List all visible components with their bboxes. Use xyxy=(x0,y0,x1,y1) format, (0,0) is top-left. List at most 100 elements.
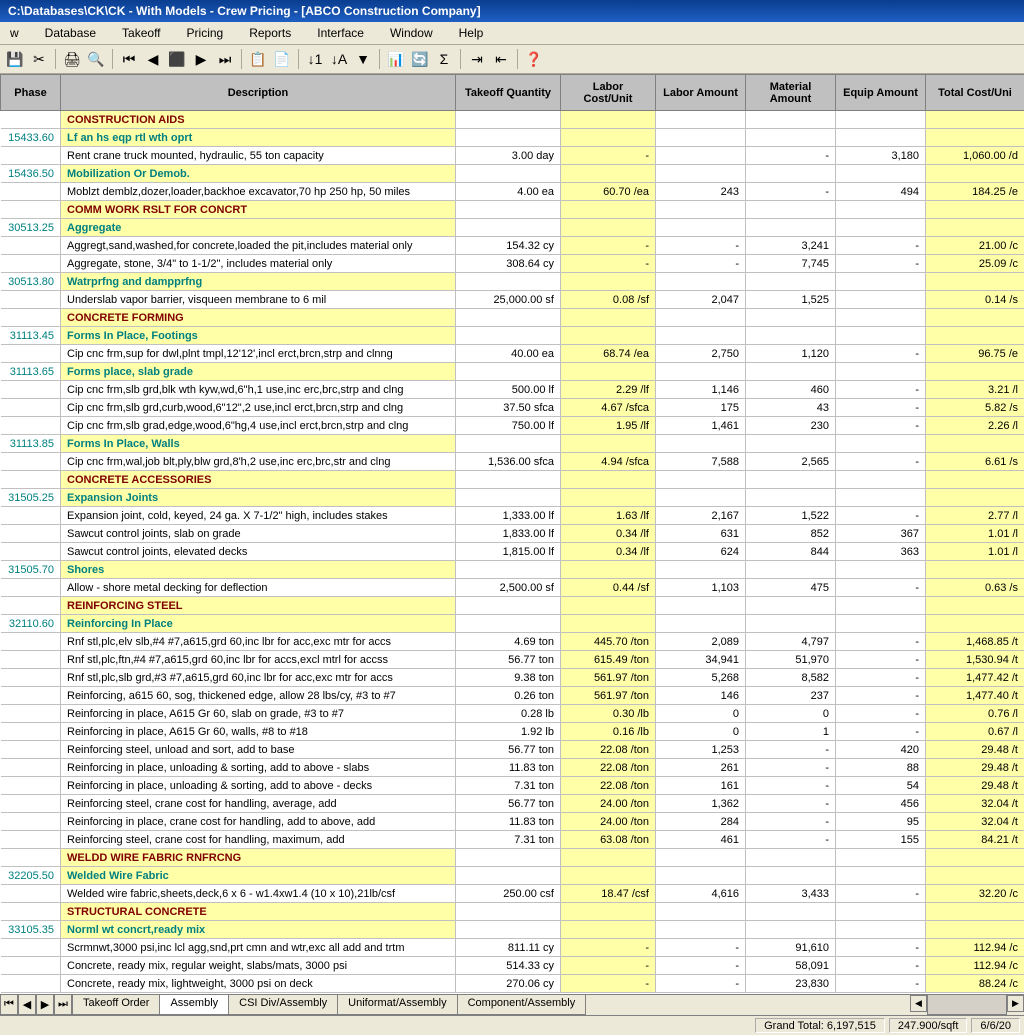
filter-icon[interactable]: ▼ xyxy=(352,48,374,70)
table-row[interactable]: Sawcut control joints, slab on grade1,83… xyxy=(1,525,1024,543)
table-row[interactable]: Welded wire fabric,sheets,deck,6 x 6 - w… xyxy=(1,885,1024,903)
table-row[interactable]: Aggregt,sand,washed,for concrete,loaded … xyxy=(1,237,1024,255)
prev-icon[interactable]: ◀ xyxy=(142,48,164,70)
title-bar: C:\Databases\CK\CK - With Models - Crew … xyxy=(0,0,1024,22)
tab-first-icon[interactable]: ⏮ xyxy=(0,995,18,1015)
tab-next-icon[interactable]: ▶ xyxy=(36,995,54,1015)
tab-csi-div[interactable]: CSI Div/Assembly xyxy=(228,995,338,1015)
table-row[interactable]: Reinforcing in place, unloading & sortin… xyxy=(1,759,1024,777)
outdent-icon[interactable]: ⇤ xyxy=(490,48,512,70)
menu-help[interactable]: Help xyxy=(453,24,490,42)
hscroll-left-icon[interactable]: ◀ xyxy=(910,995,927,1012)
col-takeoff-qty[interactable]: Takeoff Quantity xyxy=(456,75,561,111)
cut-icon[interactable]: ✂ xyxy=(28,48,50,70)
table-row[interactable]: CONSTRUCTION AIDS xyxy=(1,111,1024,129)
menu-interface[interactable]: Interface xyxy=(311,24,370,42)
table-row[interactable]: WELDD WIRE FABRIC RNFRCNG xyxy=(1,849,1024,867)
tab-prev-icon[interactable]: ◀ xyxy=(18,995,36,1015)
col-equip-amt[interactable]: Equip Amount xyxy=(836,75,926,111)
copy-icon[interactable]: 📋 xyxy=(247,48,269,70)
menu-takeoff[interactable]: Takeoff xyxy=(116,24,166,42)
table-row[interactable]: Sawcut control joints, elevated decks1,8… xyxy=(1,543,1024,561)
table-row[interactable]: Scrmnwt,3000 psi,inc lcl agg,snd,prt cmn… xyxy=(1,939,1024,957)
table-row[interactable]: Underslab vapor barrier, visqueen membra… xyxy=(1,291,1024,309)
table-row[interactable]: STRUCTURAL CONCRETE xyxy=(1,903,1024,921)
hscroll-right-icon[interactable]: ▶ xyxy=(1007,995,1024,1012)
tab-takeoff-order[interactable]: Takeoff Order xyxy=(72,995,160,1015)
table-row[interactable]: Reinforcing steel, unload and sort, add … xyxy=(1,741,1024,759)
col-description[interactable]: Description xyxy=(61,75,456,111)
table-row[interactable]: 31505.70Shores xyxy=(1,561,1024,579)
table-row[interactable]: CONCRETE ACCESSORIES xyxy=(1,471,1024,489)
table-row[interactable]: 15433.60Lf an hs eqp rtl wth oprt xyxy=(1,129,1024,147)
table-row[interactable]: COMM WORK RSLT FOR CONCRT xyxy=(1,201,1024,219)
menu-reports[interactable]: Reports xyxy=(243,24,297,42)
table-row[interactable]: Rnf stl,plc,slb grd,#3 #7,a615,grd 60,in… xyxy=(1,669,1024,687)
col-total-cost[interactable]: Total Cost/Uni xyxy=(926,75,1024,111)
paste-icon[interactable]: 📄 xyxy=(271,48,293,70)
next-icon[interactable]: ▶ xyxy=(190,48,212,70)
table-row[interactable]: Moblzt demblz,dozer,loader,backhoe excav… xyxy=(1,183,1024,201)
table-row[interactable]: Reinforcing steel, crane cost for handli… xyxy=(1,795,1024,813)
table-row[interactable]: Rnf stl,plc,elv slb,#4 #7,a615,grd 60,in… xyxy=(1,633,1024,651)
indent-icon[interactable]: ⇥ xyxy=(466,48,488,70)
table-row[interactable]: Reinforcing steel, crane cost for handli… xyxy=(1,831,1024,849)
table-row[interactable]: 31113.45Forms In Place, Footings xyxy=(1,327,1024,345)
table-row[interactable]: Cip cnc frm,slb grad,edge,wood,6"hg,4 us… xyxy=(1,417,1024,435)
table-row[interactable]: 31113.85Forms In Place, Walls xyxy=(1,435,1024,453)
table-row[interactable]: Concrete, ready mix, lightweight, 3000 p… xyxy=(1,975,1024,993)
first-icon[interactable]: ⏮ xyxy=(118,48,140,70)
table-row[interactable]: CONCRETE FORMING xyxy=(1,309,1024,327)
menu-pricing[interactable]: Pricing xyxy=(181,24,230,42)
table-row[interactable]: 33105.35Norml wt concrt,ready mix xyxy=(1,921,1024,939)
table-row[interactable]: Concrete, ready mix, regular weight, sla… xyxy=(1,957,1024,975)
menu-database[interactable]: Database xyxy=(39,24,102,42)
table-row[interactable]: 30513.80Watrprfng and dampprfng xyxy=(1,273,1024,291)
table-row[interactable]: Rnf stl,plc,ftn,#4 #7,a615,grd 60,inc lb… xyxy=(1,651,1024,669)
table-row[interactable]: Cip cnc frm,sup for dwl,plnt tmpl,12'12'… xyxy=(1,345,1024,363)
table-row[interactable]: Reinforcing in place, A615 Gr 60, walls,… xyxy=(1,723,1024,741)
sort-asc-icon[interactable]: ↓1 xyxy=(304,48,326,70)
table-row[interactable]: 32110.60Reinforcing In Place xyxy=(1,615,1024,633)
table-row[interactable]: Cip cnc frm,wal,job blt,ply,blw grd,8'h,… xyxy=(1,453,1024,471)
table-row[interactable]: Cip cnc frm,slb grd,curb,wood,6"12",2 us… xyxy=(1,399,1024,417)
help-icon[interactable]: ❓ xyxy=(523,48,545,70)
menu-w[interactable]: w xyxy=(4,24,25,42)
table-row[interactable]: Expansion joint, cold, keyed, 24 ga. X 7… xyxy=(1,507,1024,525)
status-grand-total: Grand Total: 6,197,515 xyxy=(755,1018,885,1033)
table-row[interactable]: Reinforcing in place, A615 Gr 60, slab o… xyxy=(1,705,1024,723)
table-row[interactable]: Reinforcing, a615 60, sog, thickened edg… xyxy=(1,687,1024,705)
menu-window[interactable]: Window xyxy=(384,24,439,42)
table-row[interactable]: Aggregate, stone, 3/4" to 1-1/2", includ… xyxy=(1,255,1024,273)
tab-uniformat[interactable]: Uniformat/Assembly xyxy=(337,995,457,1015)
table-row[interactable]: 15436.50Mobilization Or Demob. xyxy=(1,165,1024,183)
preview-icon[interactable]: 🔍 xyxy=(85,48,107,70)
tab-last-icon[interactable]: ⏭ xyxy=(54,995,72,1015)
save-icon[interactable]: 💾 xyxy=(4,48,26,70)
print-icon[interactable]: 🖨 xyxy=(61,48,83,70)
table-row[interactable]: Reinforcing in place, crane cost for han… xyxy=(1,813,1024,831)
chart-icon[interactable]: 📊 xyxy=(385,48,407,70)
data-grid[interactable]: Phase Description Takeoff Quantity Labor… xyxy=(0,74,1024,994)
select-icon[interactable]: ⬛ xyxy=(166,48,188,70)
refresh-icon[interactable]: 🔄 xyxy=(409,48,431,70)
tab-component[interactable]: Component/Assembly xyxy=(457,995,587,1015)
sum-icon[interactable]: Σ xyxy=(433,48,455,70)
table-row[interactable]: 32205.50Welded Wire Fabric xyxy=(1,867,1024,885)
col-labor-amt[interactable]: Labor Amount xyxy=(656,75,746,111)
col-phase[interactable]: Phase xyxy=(1,75,61,111)
header-row: Phase Description Takeoff Quantity Labor… xyxy=(1,75,1024,111)
col-material-amt[interactable]: Material Amount xyxy=(746,75,836,111)
sort-desc-icon[interactable]: ↓A xyxy=(328,48,350,70)
table-row[interactable]: Rent crane truck mounted, hydraulic, 55 … xyxy=(1,147,1024,165)
table-row[interactable]: 31505.25Expansion Joints xyxy=(1,489,1024,507)
table-row[interactable]: 31113.65Forms place, slab grade xyxy=(1,363,1024,381)
table-row[interactable]: Cip cnc frm,slb grd,blk wth kyw,wd,6"h,1… xyxy=(1,381,1024,399)
last-icon[interactable]: ⏭ xyxy=(214,48,236,70)
col-labor-cost[interactable]: Labor Cost/Unit xyxy=(561,75,656,111)
tab-assembly[interactable]: Assembly xyxy=(159,995,229,1015)
table-row[interactable]: 30513.25Aggregate xyxy=(1,219,1024,237)
table-row[interactable]: Allow - shore metal decking for deflecti… xyxy=(1,579,1024,597)
table-row[interactable]: REINFORCING STEEL xyxy=(1,597,1024,615)
table-row[interactable]: Reinforcing in place, unloading & sortin… xyxy=(1,777,1024,795)
